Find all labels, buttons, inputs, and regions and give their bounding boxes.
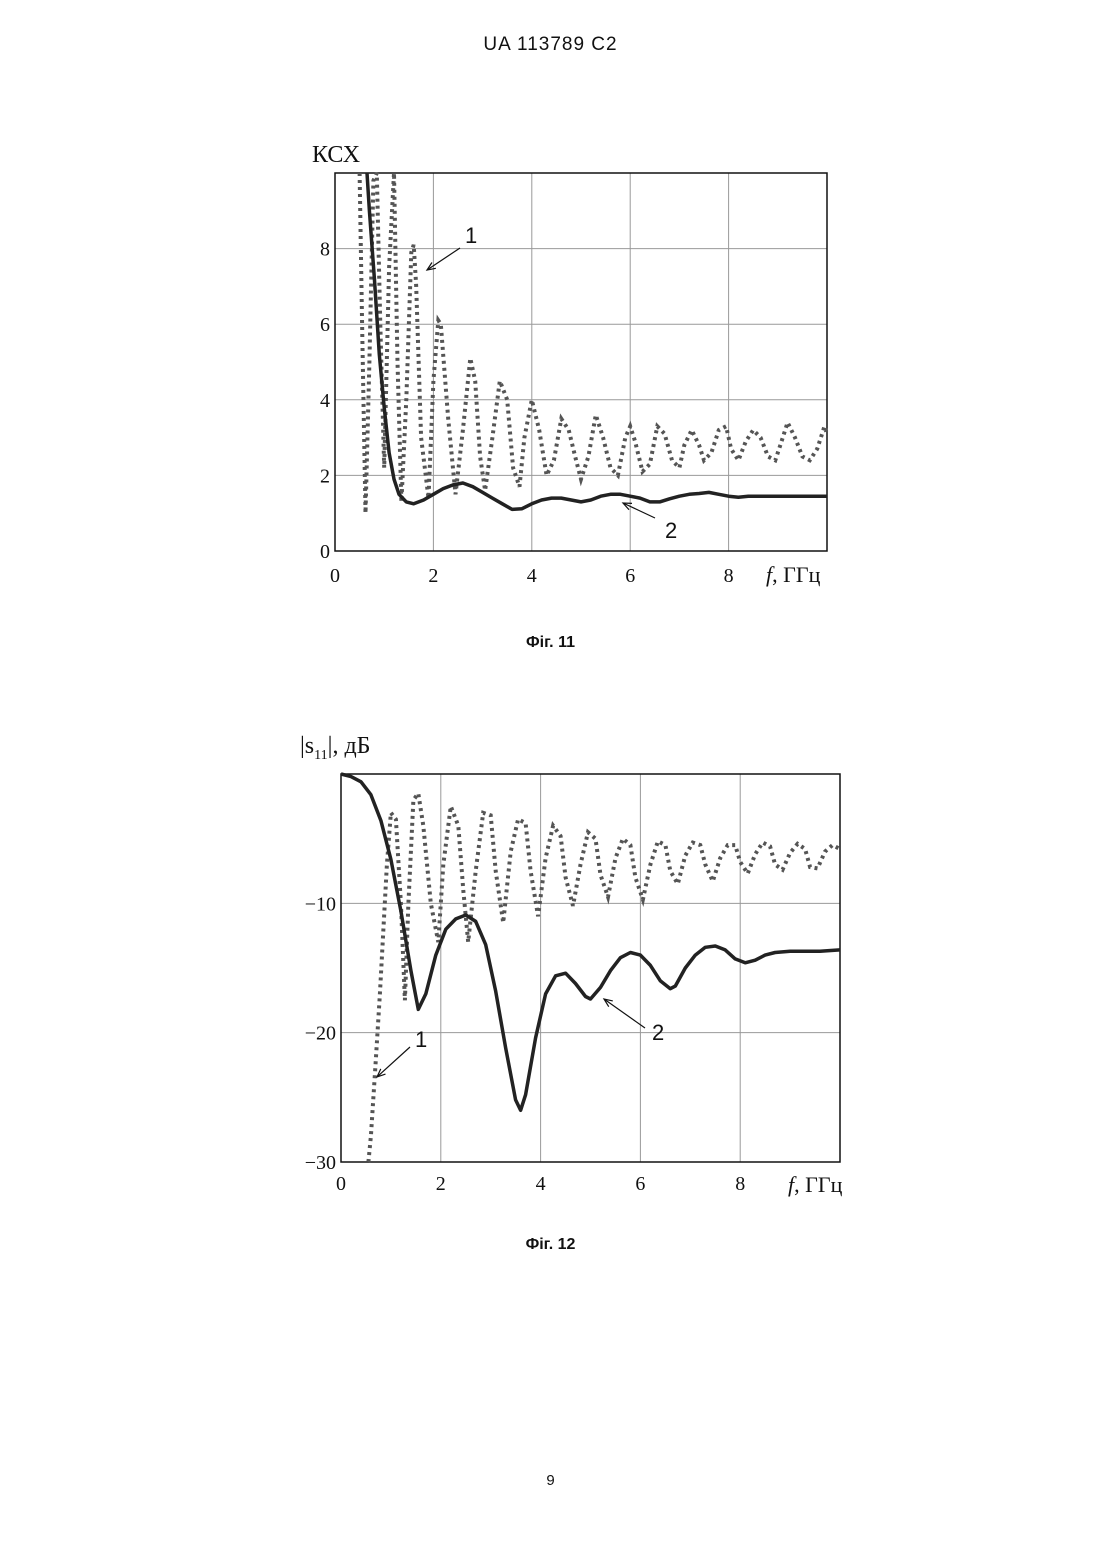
chart-fig12: −10−20−30 02468 |s11|, дБ f, ГГц 12 (280, 720, 870, 1210)
y-tick-label: −30 (305, 1152, 336, 1174)
series-annotation: 1 (465, 223, 477, 248)
annotations: 12 (427, 223, 677, 543)
x-tick-label: 0 (336, 1173, 346, 1195)
annotation-arrow (427, 248, 460, 270)
y-ticks: 0 2 4 6 8 (320, 239, 330, 563)
y-tick-label: 2 (320, 465, 330, 487)
annotation-arrow (377, 1047, 410, 1077)
figure-caption-12: Фіг. 12 (0, 1236, 1101, 1254)
series-1-line (360, 173, 827, 513)
series (341, 774, 840, 1162)
y-tick-label: −10 (305, 893, 336, 915)
x-tick-label: 2 (436, 1173, 446, 1195)
x-ticks: 0 2 4 6 8 (336, 1173, 745, 1195)
annotation-arrow (623, 503, 655, 518)
series (360, 173, 827, 513)
y-tick-label: 4 (320, 390, 330, 412)
series-annotation: 2 (665, 518, 677, 543)
y-axis-label: КСХ (312, 142, 360, 168)
chart-fig11: 02468 02468 КСХ f, ГГц 12 (290, 130, 870, 600)
x-axis-label: f, ГГц (788, 1172, 843, 1197)
x-axis-label: f, ГГц (766, 562, 821, 587)
series-2-line (341, 774, 840, 1110)
figure-caption-11: Фіг. 11 (0, 634, 1101, 652)
series-annotation: 2 (652, 1020, 664, 1045)
series-annotation: 1 (415, 1027, 427, 1052)
x-tick-label: 6 (635, 1173, 645, 1195)
grid (335, 173, 827, 551)
x-tick-label: 8 (735, 1173, 745, 1195)
y-tick-label: 8 (320, 239, 330, 261)
annotations: 12 (377, 999, 664, 1077)
x-tick-label: 0 (330, 565, 340, 587)
x-tick-label: 4 (527, 565, 537, 587)
x-tick-label: 8 (724, 565, 734, 587)
series-1-line (368, 793, 840, 1162)
page-number: 9 (0, 1472, 1101, 1489)
y-tick-label: 6 (320, 314, 330, 336)
plot-frame (335, 173, 827, 551)
x-tick-label: 4 (536, 1173, 546, 1195)
x-ticks: 0 2 4 6 8 (330, 565, 734, 587)
y-axis-label: |s11|, дБ (300, 733, 370, 763)
x-tick-label: 2 (428, 565, 438, 587)
y-tick-label: −20 (305, 1023, 336, 1045)
arrow-head-icon (427, 262, 436, 270)
y-ticks: −10 −20 −30 (305, 893, 336, 1174)
patent-header: UA 113789 C2 (0, 34, 1101, 56)
annotation-arrow (604, 999, 645, 1028)
y-tick-label: 0 (320, 541, 330, 563)
x-tick-label: 6 (625, 565, 635, 587)
